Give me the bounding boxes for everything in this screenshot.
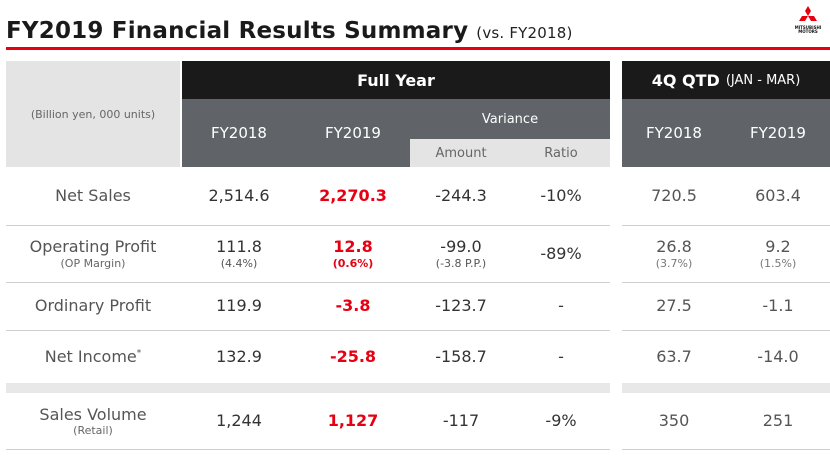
op-margin-fy2018: (4.4%)	[220, 256, 258, 270]
op-margin-label: (OP Margin)	[60, 256, 126, 270]
ordinary-profit-fy2018: 119.9	[216, 296, 262, 316]
sales-volume-q2018: 350	[658, 411, 690, 431]
net-sales-q2018: 720.5	[651, 186, 697, 206]
operating-profit-amount: -99.0 (-3.8 P.P.)	[435, 237, 487, 270]
table-bottom-border	[622, 449, 830, 450]
logo-text-2: MOTORS	[798, 29, 818, 34]
row-divider	[622, 225, 830, 226]
table-bottom-border	[6, 449, 610, 450]
net-income-q2019: -14.0	[757, 346, 799, 366]
operating-profit-q2018: 26.8 (3.7%)	[655, 237, 693, 270]
op-margin-q2019: (1.5%)	[759, 256, 797, 270]
header-amount: Amount	[410, 139, 512, 167]
header-qtd-fy2018: FY2018	[622, 99, 726, 167]
net-income-q2018: 63.7	[656, 346, 692, 366]
ordinary-profit-fy2019: -3.8	[335, 296, 371, 316]
header-variance: Variance	[410, 99, 610, 139]
ordinary-profit-q2019: -1.1	[762, 296, 794, 316]
full-year-header: Full Year	[182, 61, 610, 99]
net-sales-q2019: 603.4	[755, 186, 801, 206]
operating-profit-ratio: -89%	[540, 243, 582, 263]
qtd-label: 4Q QTD	[651, 70, 720, 90]
op-margin-amount: (-3.8 P.P.)	[435, 256, 487, 270]
title-text: FY2019 Financial Results Summary	[6, 18, 469, 44]
header-fy2019: FY2019	[296, 99, 410, 167]
company-logo: MITSUBISHI MOTORS	[793, 6, 823, 42]
footnote-mark: *	[136, 348, 142, 359]
row-divider	[6, 282, 610, 283]
row-divider	[6, 225, 610, 226]
title-underline	[6, 47, 830, 50]
operating-profit-q2019: 9.2 (1.5%)	[759, 237, 797, 270]
net-sales-ratio: -10%	[540, 186, 582, 206]
net-sales-fy2018: 2,514.6	[208, 186, 270, 206]
op-margin-q2018: (3.7%)	[655, 256, 693, 270]
net-sales-amount: -244.3	[435, 186, 487, 206]
section-gap	[622, 383, 830, 393]
sales-volume-fy2019: 1,127	[327, 411, 379, 431]
header-ratio: Ratio	[512, 139, 610, 167]
row-label-net-income: Net Income*	[44, 346, 142, 366]
row-divider	[6, 330, 610, 331]
section-gap	[6, 383, 610, 393]
row-label-sales-volume: Sales Volume (Retail)	[39, 404, 147, 437]
operating-profit-fy2019: 12.8 (0.6%)	[332, 237, 374, 270]
header-qtd-fy2019: FY2019	[726, 99, 830, 167]
net-income-ratio: -	[558, 346, 564, 366]
unit-label: (Billion yen, 000 units)	[6, 61, 180, 167]
op-margin-fy2019: (0.6%)	[332, 256, 374, 270]
ordinary-profit-amount: -123.7	[435, 296, 487, 316]
sales-volume-q2019: 251	[762, 411, 794, 431]
net-sales-fy2019: 2,270.3	[319, 186, 387, 206]
operating-profit-fy2018: 111.8 (4.4%)	[216, 237, 262, 270]
row-label-operating-profit: Operating Profit (OP Margin)	[29, 237, 157, 270]
net-income-fy2019: -25.8	[329, 346, 377, 366]
logo-text-1: MITSUBISHI	[794, 25, 822, 30]
sales-volume-amount: -117	[442, 411, 480, 431]
title-subtitle: (vs. FY2018)	[476, 24, 573, 42]
ordinary-profit-q2018: 27.5	[656, 296, 692, 316]
net-income-amount: -158.7	[435, 346, 487, 366]
page-title: FY2019 Financial Results Summary (vs. FY2…	[6, 18, 573, 44]
sales-volume-fy2018: 1,244	[216, 411, 262, 431]
row-divider	[622, 330, 830, 331]
qtd-header: 4Q QTD (JAN - MAR)	[622, 61, 830, 99]
qtd-period: (JAN - MAR)	[725, 72, 801, 88]
sales-volume-ratio: -9%	[545, 411, 577, 431]
ordinary-profit-ratio: -	[558, 296, 564, 316]
header-fy2018: FY2018	[182, 99, 296, 167]
retail-label: (Retail)	[73, 424, 113, 437]
row-divider	[622, 282, 830, 283]
net-income-fy2018: 132.9	[216, 346, 262, 366]
three-diamonds-icon	[799, 6, 817, 21]
row-label-net-sales: Net Sales	[55, 186, 131, 206]
row-label-ordinary-profit: Ordinary Profit	[34, 296, 152, 316]
